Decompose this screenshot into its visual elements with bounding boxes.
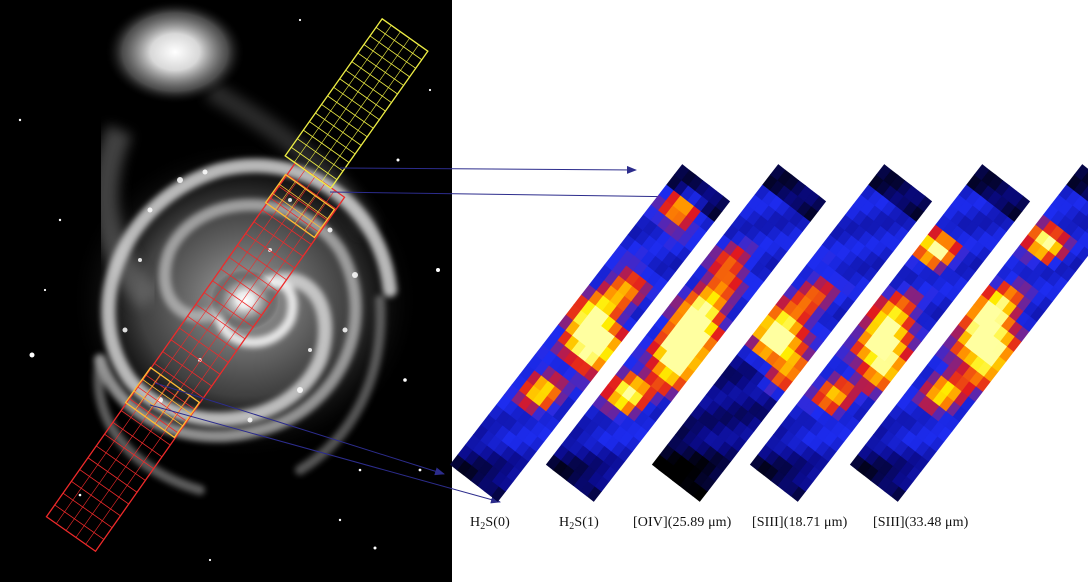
map-siii-33-pixel	[1079, 184, 1088, 201]
map-siii-33-pixel	[1080, 170, 1088, 186]
map-siii-33-pixel	[1083, 240, 1088, 250]
map-oiv-pixel	[876, 164, 892, 181]
map-siii-33-pixel	[1084, 226, 1088, 234]
map-siii-33	[849, 164, 1088, 502]
map-label-siii-18: [SIII](18.71 μm)	[752, 515, 848, 530]
map-h2s0-pixel	[674, 164, 690, 181]
map-label-h2s0: H2S(0)	[470, 515, 510, 532]
map-h2s0	[449, 164, 731, 502]
map-label-oiv: [OIV](25.89 μm)	[633, 515, 732, 530]
map-h2s1	[545, 164, 827, 502]
map-siii-33-pixel	[1074, 164, 1088, 181]
map-siii-18	[749, 164, 1031, 502]
map-h2s1-pixel	[770, 164, 786, 181]
map-oiv	[651, 164, 933, 502]
map-label-h2s1: H2S(1)	[559, 515, 599, 532]
map-siii-18-pixel	[974, 164, 990, 181]
map-label-siii-33: [SIII](33.48 μm)	[873, 515, 969, 530]
